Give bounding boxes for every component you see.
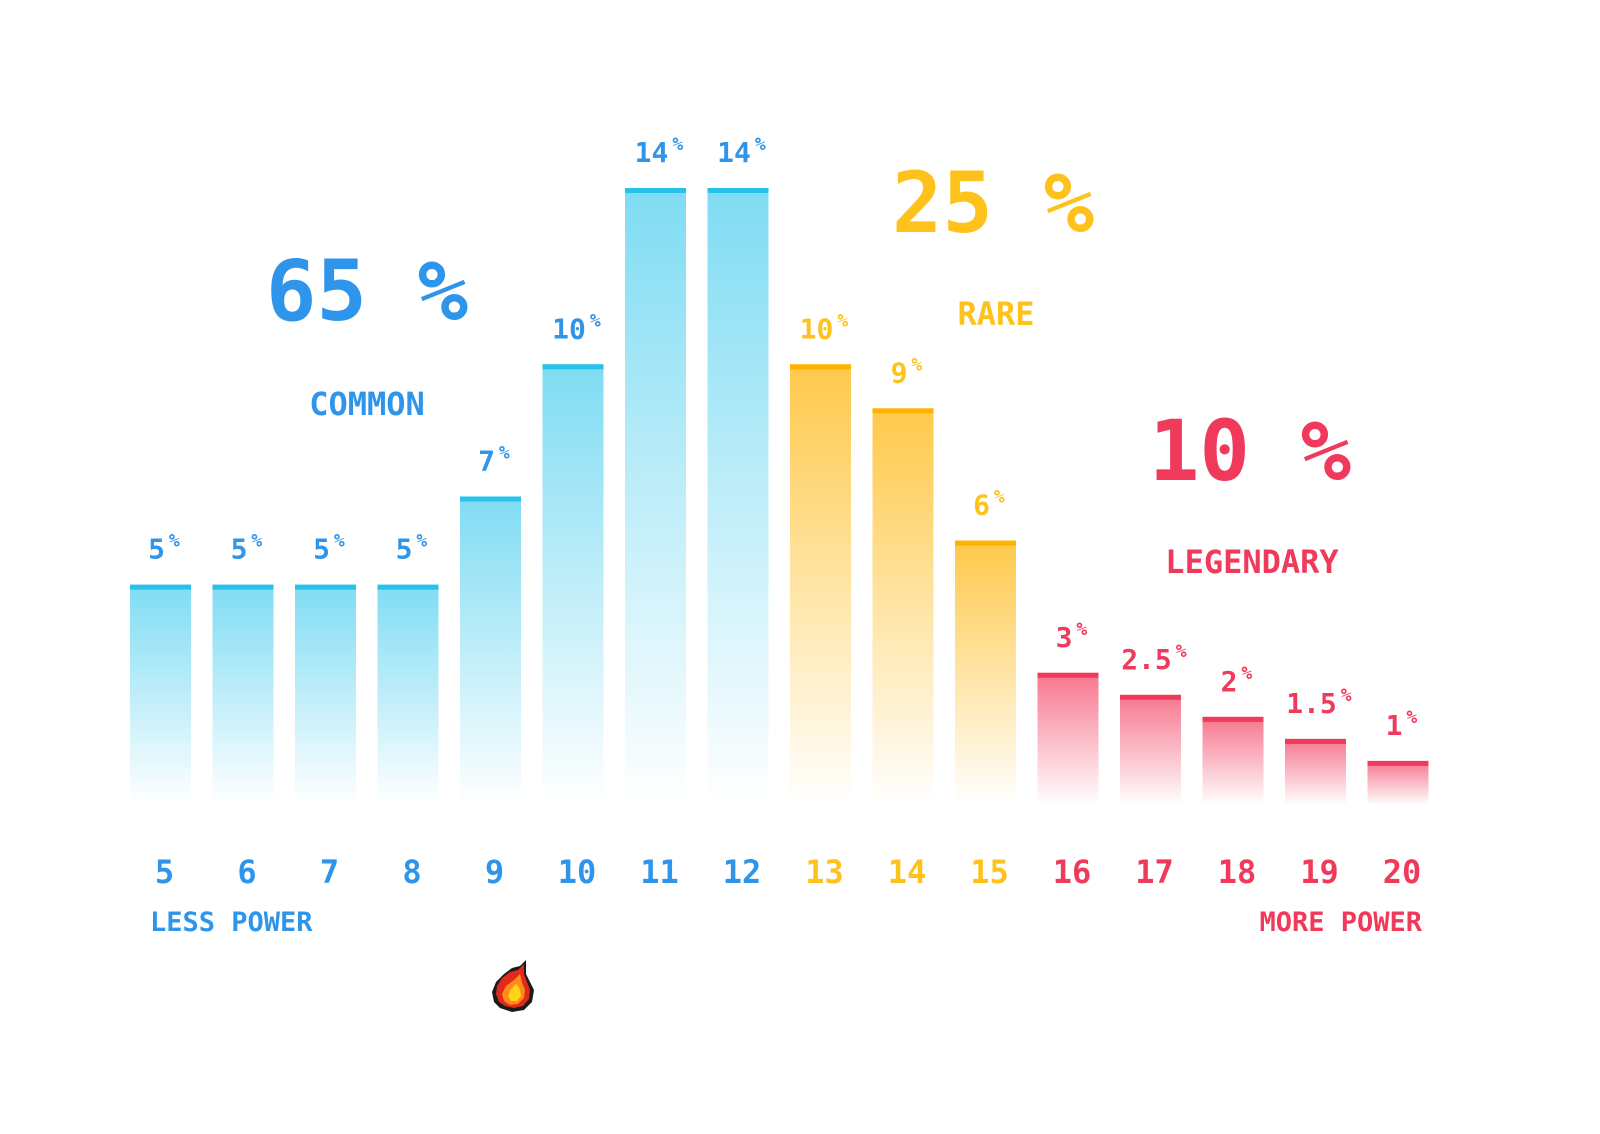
x-tick-18: 18	[1218, 853, 1257, 891]
bar-15	[955, 540, 1016, 805]
bar-cap-8	[377, 584, 439, 590]
tier-common-name: COMMON	[309, 385, 425, 423]
x-tick-7: 7	[320, 853, 339, 891]
x-tick-10: 10	[558, 853, 597, 891]
bar-6	[212, 584, 274, 805]
percent-sign-12: %	[755, 134, 766, 155]
bar-cap-7	[295, 584, 356, 590]
bar-cap-14	[872, 408, 934, 414]
tier-rare-name: RARE	[957, 295, 1034, 333]
bar-cap-12	[707, 188, 769, 193]
value-label-8: 5	[396, 533, 413, 566]
bar-cap-16	[1037, 672, 1099, 678]
value-label-13: 10	[800, 312, 834, 345]
bar-cap-10	[542, 364, 604, 370]
value-label-14: 9	[891, 356, 908, 389]
tier-legendary-name: LEGENDARY	[1165, 543, 1339, 581]
x-tick-19: 19	[1300, 853, 1339, 891]
percent-sign-20: %	[1406, 707, 1417, 728]
value-label-7: 5	[313, 533, 330, 566]
x-tick-17: 17	[1135, 853, 1174, 891]
bar-18	[1202, 716, 1264, 805]
bar-17	[1120, 694, 1181, 805]
percent-sign-15: %	[994, 487, 1005, 508]
x-tick-16: 16	[1053, 853, 1092, 891]
axis-left-label: LESS POWER	[150, 907, 313, 938]
tier-common-summary: 65 % COMMON	[266, 242, 468, 423]
percent-sign-9: %	[499, 443, 510, 464]
axis-right-label: MORE POWER	[1259, 907, 1422, 938]
value-label-10: 10	[552, 312, 586, 345]
bar-cap-13	[790, 364, 851, 370]
x-tick-13: 13	[805, 853, 844, 891]
x-tick-6: 6	[237, 853, 256, 891]
value-label-12: 14	[717, 136, 751, 169]
value-label-17: 2.5	[1121, 643, 1172, 676]
value-label-16: 3	[1056, 621, 1073, 654]
tier-legendary-total: 10 %	[1149, 402, 1351, 500]
tier-rare-total: 25 %	[892, 154, 1094, 252]
tier-rare-summary: 25 % RARE	[892, 154, 1094, 333]
x-tick-9: 9	[485, 853, 504, 891]
value-label-18: 2	[1221, 665, 1238, 698]
percent-sign-19: %	[1341, 685, 1352, 706]
x-tick-5: 5	[155, 853, 174, 891]
percent-sign-10: %	[590, 310, 601, 331]
bar-9	[460, 496, 521, 805]
tier-legendary-summary: 10 % LEGENDARY	[1149, 402, 1351, 581]
value-label-15: 6	[973, 489, 990, 522]
bar-5	[130, 584, 191, 805]
percent-sign-17: %	[1176, 641, 1187, 662]
bar-cap-18	[1202, 716, 1264, 722]
bar-16	[1037, 672, 1099, 805]
x-tick-20: 20	[1383, 853, 1422, 891]
bar-cap-11	[625, 188, 686, 193]
value-labels-group: 5% 5% 5% 5 %7 %10 %14% 14 %10 %9 %6 %3 %2.5 %2 %1.5 %1%	[148, 134, 1417, 742]
bar-12	[707, 188, 769, 805]
value-label-6: 5	[231, 533, 248, 566]
percent-sign-13: %	[837, 310, 848, 331]
percent-sign-14: %	[911, 354, 922, 375]
bar-8	[377, 584, 439, 805]
x-tick-12: 12	[723, 853, 762, 891]
percent-sign-5: %	[169, 531, 180, 552]
percent-sign-16: %	[1076, 619, 1087, 640]
bar-cap-5	[130, 584, 191, 590]
bar-14	[872, 408, 934, 805]
percent-sign-11: %	[672, 134, 683, 155]
percent-sign-7: %	[334, 531, 345, 552]
percent-sign-8: %	[416, 531, 427, 552]
flame-icon	[492, 960, 534, 1012]
bar-cap-17	[1120, 694, 1181, 700]
x-tick-labels-group: 5 6 7 8 9 10 11 12 13 14 15 16 17 18 19 20	[155, 853, 1421, 891]
bar-cap-19	[1285, 738, 1346, 744]
bar-cap-20	[1367, 760, 1429, 766]
bar-cap-15	[955, 540, 1016, 546]
bar-19	[1285, 738, 1346, 805]
percent-sign-6: %	[251, 531, 262, 552]
bar-7	[295, 584, 356, 805]
tier-common-total: 65 %	[266, 242, 468, 340]
x-tick-8: 8	[402, 853, 421, 891]
value-label-19: 1.5	[1286, 687, 1337, 720]
value-label-11: 14	[635, 136, 669, 169]
bar-cap-6	[212, 584, 274, 590]
percent-sign-18: %	[1241, 663, 1252, 684]
bar-cap-9	[460, 496, 521, 502]
x-tick-14: 14	[888, 853, 927, 891]
value-label-20: 1	[1386, 709, 1403, 742]
bars-group	[130, 188, 1429, 805]
bar-20	[1367, 760, 1429, 805]
x-tick-11: 11	[640, 853, 679, 891]
x-tick-15: 15	[970, 853, 1009, 891]
value-label-9: 7	[478, 445, 495, 478]
bar-10	[542, 364, 604, 805]
bar-13	[790, 364, 851, 805]
bar-11	[625, 188, 686, 805]
value-label-5: 5	[148, 533, 165, 566]
